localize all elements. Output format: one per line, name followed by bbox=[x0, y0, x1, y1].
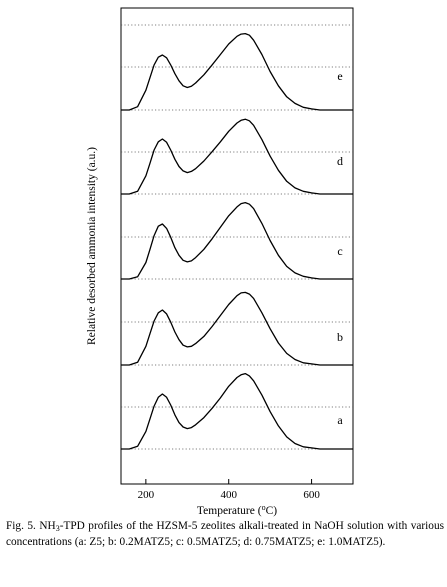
series-line-a bbox=[121, 372, 353, 450]
x-tick-label: 600 bbox=[303, 489, 320, 501]
series-line-e bbox=[121, 32, 353, 111]
y-axis-label: Relative desorbed ammonia intensity (a.u… bbox=[86, 147, 98, 345]
series-line-b bbox=[121, 291, 353, 366]
series-line-d bbox=[121, 118, 353, 195]
series-label-c: c bbox=[337, 244, 342, 258]
series-label-e: e bbox=[337, 69, 342, 83]
x-axis-label: Temperature (oC) bbox=[197, 503, 277, 517]
nh3-tpd-chart: a b c d e 200 400 600 Relative desorbed ammoni… bbox=[86, 7, 354, 517]
series-label-d: d bbox=[337, 154, 343, 168]
series-label-a: a bbox=[337, 413, 343, 427]
series-line-c bbox=[121, 201, 353, 280]
x-tick-label: 200 bbox=[138, 489, 155, 501]
series-label-b: b bbox=[337, 330, 343, 344]
x-tick-label: 400 bbox=[220, 489, 237, 501]
figure-caption: Fig. 5. NH3-TPD profiles of the HZSM-5 z… bbox=[6, 520, 444, 548]
plot-frame bbox=[120, 7, 354, 485]
